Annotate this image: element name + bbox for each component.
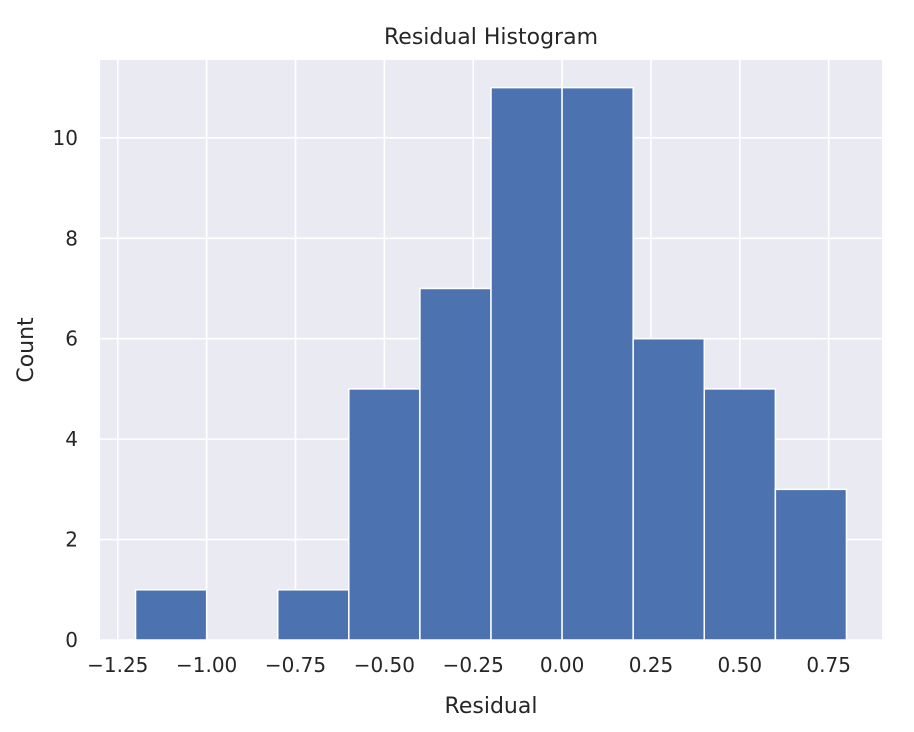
histogram-bar — [703, 388, 777, 641]
x-axis-ticks: −1.25 −1.00 −0.75 −0.50 −0.25 0.00 0.25 0.50 0.7… — [87, 653, 851, 677]
x-tick-label: −0.75 — [265, 653, 326, 677]
y-axis-ticks: 0 2 4 6 8 10 — [53, 126, 78, 652]
y-tick-label: 10 — [53, 126, 78, 150]
x-tick-label: 0.50 — [718, 653, 763, 677]
x-axis-label: Residual — [445, 694, 538, 719]
x-tick-label: 0.75 — [806, 653, 851, 677]
histogram-bar — [561, 86, 634, 641]
x-tick-label: −0.25 — [443, 653, 504, 677]
histogram-bar — [419, 287, 492, 641]
x-tick-label: 0.00 — [540, 653, 585, 677]
histogram-bar — [134, 589, 208, 641]
histogram-bars — [134, 86, 848, 641]
x-tick-label: −1.25 — [87, 653, 148, 677]
chart-title: Residual Histogram — [384, 25, 598, 50]
histogram-bar — [774, 488, 848, 641]
histogram-bar — [348, 388, 421, 641]
histogram-bar — [490, 86, 563, 641]
x-tick-label: −0.50 — [354, 653, 415, 677]
y-tick-label: 6 — [65, 327, 78, 351]
histogram-bar — [632, 337, 706, 641]
y-tick-label: 0 — [65, 628, 78, 652]
histogram-bar — [276, 589, 350, 641]
y-tick-label: 4 — [65, 427, 78, 451]
y-axis-label: Count — [14, 317, 39, 383]
y-tick-label: 2 — [65, 528, 78, 552]
x-tick-label: 0.25 — [629, 653, 674, 677]
y-tick-label: 8 — [65, 226, 78, 250]
x-tick-label: −1.00 — [176, 653, 237, 677]
